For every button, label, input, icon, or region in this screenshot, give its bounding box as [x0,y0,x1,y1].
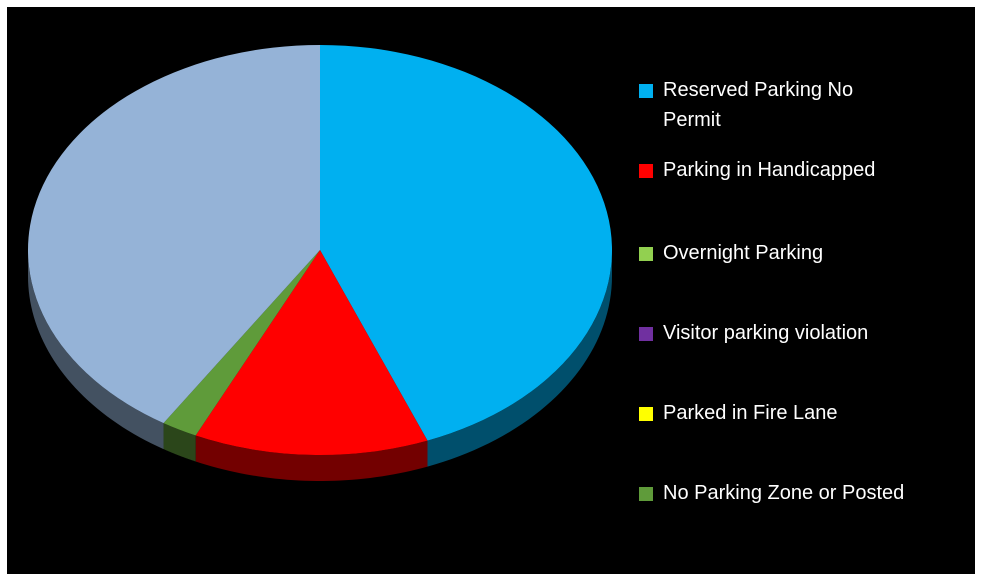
chart: Reserved Parking No Permit Parking in Han… [7,7,975,574]
legend-swatch [639,407,653,421]
legend-label: No Parking Zone or Posted [663,482,905,504]
legend-swatch [639,487,653,501]
slice [195,250,428,455]
legend-label: Overnight Parking [663,242,824,264]
legend-swatch [639,84,653,98]
slice [163,250,320,436]
legend-swatch [639,164,653,178]
slice [28,45,321,424]
legend-label: Visitor parking violation [663,322,869,344]
legend-entry: Overnight Parking [639,238,982,268]
legend-swatch [639,327,653,341]
plot [28,45,612,481]
legend-entry: Visitor parking violation [639,318,982,348]
legend-entry: Parking in Handicapped [639,155,982,185]
legend-swatch [639,247,653,261]
legend-entry: Parked in Fire Lane [639,398,982,428]
slice-side [163,423,196,462]
legend-label: Reserved Parking No Permit [663,79,854,131]
legend-label: Parking in Handicapped [663,159,876,181]
slice-side [195,435,428,481]
slice-side [28,250,164,450]
legend-label: Parked in Fire Lane [663,402,838,424]
legend-entry: No Parking Zone or Posted [639,478,982,508]
slice [320,45,612,441]
slice-side [427,250,612,467]
legend-entry: Reserved Parking No Permit [639,75,893,135]
